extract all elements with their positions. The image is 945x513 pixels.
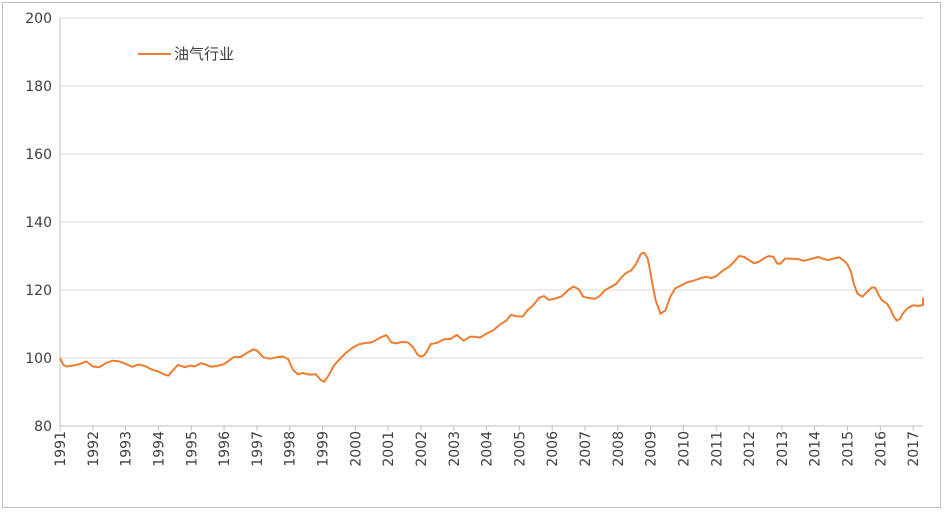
- x-tick-label-2003: 2003: [447, 431, 463, 467]
- x-tick-label-2011: 2011: [709, 431, 725, 467]
- y-tick-label-100: 100: [25, 351, 52, 367]
- x-tick-label-1997: 1997: [250, 431, 266, 467]
- x-tick-label-1992: 1992: [86, 431, 102, 467]
- x-tick-label-2001: 2001: [381, 431, 397, 467]
- y-tick-label-160: 160: [25, 147, 52, 163]
- x-tick-label-2006: 2006: [545, 431, 561, 467]
- x-tick-label-2014: 2014: [808, 431, 824, 467]
- x-tick-label-1993: 1993: [119, 431, 135, 467]
- x-tick-label-2000: 2000: [348, 431, 364, 467]
- x-tick-label-1995: 1995: [184, 431, 200, 467]
- y-tick-label-120: 120: [25, 283, 52, 299]
- x-tick-label-2004: 2004: [480, 431, 496, 467]
- series-line-oil-gas: [59, 251, 924, 383]
- y-tick-label-140: 140: [25, 215, 52, 231]
- legend: 油气行业: [138, 45, 234, 63]
- axes: [59, 18, 923, 431]
- x-tick-label-1999: 1999: [316, 431, 332, 467]
- x-tick-label-1991: 1991: [53, 431, 69, 467]
- x-tick-label-2013: 2013: [775, 431, 791, 467]
- x-tick-label-2007: 2007: [578, 431, 594, 467]
- series-layer: [59, 251, 924, 383]
- x-tick-label-2016: 2016: [873, 431, 889, 467]
- x-tick-label-2002: 2002: [414, 431, 430, 467]
- x-tick-label-2005: 2005: [512, 431, 528, 467]
- x-tick-labels: 1991 1992 1993 1994 1995 1996 1997 1998 1999 2000…: [53, 431, 922, 467]
- x-tick-label-2012: 2012: [742, 431, 758, 467]
- x-tick-label-2009: 2009: [644, 431, 660, 467]
- y-tick-label-200: 200: [25, 11, 52, 27]
- gridlines: [60, 17, 923, 359]
- x-tick-label-1994: 1994: [151, 431, 167, 467]
- x-tick-label-2015: 2015: [841, 431, 857, 467]
- y-tick-label-180: 180: [25, 79, 52, 95]
- y-tick-label-80: 80: [34, 419, 52, 435]
- x-tick-label-2010: 2010: [676, 431, 692, 467]
- y-tick-labels: 80 100 120 140 160 180 200: [25, 11, 52, 435]
- x-tick-label-2008: 2008: [611, 431, 627, 467]
- legend-label: 油气行业: [174, 45, 234, 63]
- x-tick-label-1996: 1996: [217, 431, 233, 467]
- x-tick-label-1998: 1998: [283, 431, 299, 467]
- x-tick-label-2017: 2017: [906, 431, 922, 467]
